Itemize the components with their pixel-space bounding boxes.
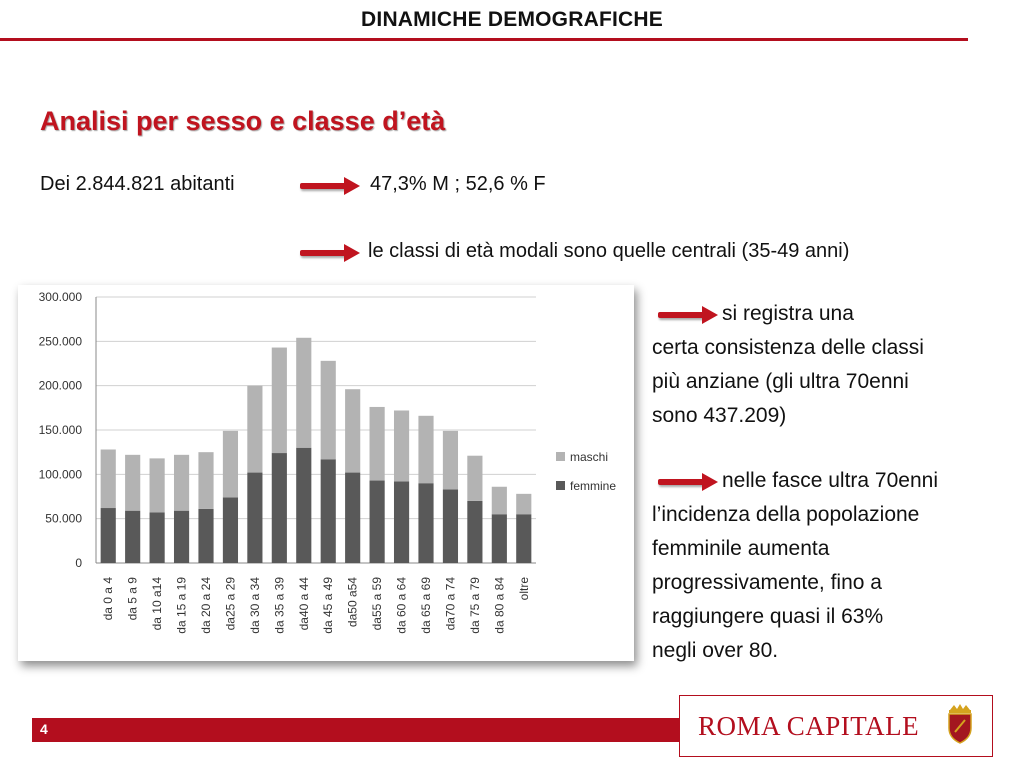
age-sex-chart: 300.000 250.000 200.000 150.000 100.000 50.00… bbox=[18, 285, 634, 661]
note-line: certa consistenza delle classi bbox=[652, 336, 924, 359]
bar-femmine bbox=[393, 481, 410, 563]
bar-femmine bbox=[198, 508, 214, 563]
x-tick-label: da 75 a 79 bbox=[468, 577, 482, 634]
x-tick-label: da40 a 44 bbox=[297, 577, 311, 631]
note-line: si registra una bbox=[722, 302, 854, 325]
chart-canvas: 300.000 250.000 200.000 150.000 100.000 50.00… bbox=[39, 290, 617, 634]
bar-femmine bbox=[516, 514, 532, 563]
bar-femmine bbox=[296, 447, 312, 563]
bar-maschi bbox=[173, 454, 190, 511]
bar-femmine bbox=[149, 512, 165, 563]
bar-femmine bbox=[320, 459, 336, 563]
gender-split: 47,3% M ; 52,6 % F bbox=[370, 173, 546, 195]
bar-maschi bbox=[149, 458, 165, 513]
x-tick-label: da 60 a 64 bbox=[395, 577, 409, 634]
bar-femmine bbox=[125, 510, 141, 563]
bar-maschi bbox=[467, 455, 483, 501]
header-title: DINAMICHE DEMOGRAFICHE bbox=[361, 8, 663, 31]
x-tick-label: da70 a 74 bbox=[443, 577, 457, 631]
bar-femmine bbox=[173, 510, 190, 563]
bar-maschi bbox=[222, 430, 239, 498]
bar-maschi bbox=[369, 406, 385, 481]
x-tick-label: da 20 a 24 bbox=[199, 577, 213, 634]
y-tick-label: 200.000 bbox=[39, 379, 83, 393]
header-divider bbox=[0, 38, 968, 41]
x-tick-label: da 0 a 4 bbox=[101, 577, 115, 621]
legend-label: maschi bbox=[570, 450, 608, 464]
y-tick-label: 0 bbox=[75, 556, 82, 570]
note-line: sono 437.209) bbox=[652, 404, 787, 427]
x-tick-label: da 35 a 39 bbox=[272, 577, 286, 634]
rome-crest-icon bbox=[948, 704, 972, 744]
bar-femmine bbox=[100, 508, 116, 563]
x-tick-label: da 15 a 19 bbox=[175, 577, 189, 634]
bar-maschi bbox=[320, 360, 336, 460]
bar-maschi bbox=[247, 385, 263, 473]
bar-maschi bbox=[393, 410, 410, 482]
bar-femmine bbox=[418, 483, 434, 563]
bar-maschi bbox=[491, 486, 507, 515]
y-tick-label: 100.000 bbox=[39, 467, 83, 481]
bar-maschi bbox=[271, 347, 287, 454]
roma-capitale-logo: ROMA CAPITALE bbox=[679, 695, 993, 757]
section-title: Analisi per sesso e classe d’età bbox=[40, 106, 446, 136]
female-share-note: nelle fasce ultra 70enni l’incidenza del… bbox=[652, 464, 938, 668]
bar-maschi bbox=[516, 493, 532, 515]
x-tick-label: oltre bbox=[517, 577, 531, 601]
red-arrow-icon bbox=[658, 306, 718, 326]
modal-age-note: le classi di età modali sono quelle cent… bbox=[368, 240, 850, 262]
logo-text: ROMA CAPITALE bbox=[698, 711, 920, 741]
note-line: femminile aumenta bbox=[652, 537, 830, 560]
bar-maschi bbox=[125, 454, 141, 511]
legend-swatch bbox=[556, 452, 565, 461]
x-tick-label: da 80 a 84 bbox=[492, 577, 506, 634]
x-tick-label: da 10 a14 bbox=[150, 577, 164, 631]
bar-maschi bbox=[442, 430, 459, 490]
bar-maschi bbox=[100, 449, 116, 509]
x-tick-label: da 5 a 9 bbox=[126, 577, 140, 621]
bar-femmine bbox=[222, 497, 239, 563]
bar-femmine bbox=[442, 489, 459, 563]
note-line: raggiungere quasi il 63% bbox=[652, 605, 884, 628]
note-line: progressivamente, fino a bbox=[652, 571, 882, 594]
bar-maschi bbox=[198, 452, 214, 509]
inhabitants-statement: Dei 2.844.821 abitanti bbox=[40, 173, 235, 195]
bar-maschi bbox=[418, 415, 434, 484]
red-arrow-icon bbox=[658, 473, 718, 493]
y-tick-label: 250.000 bbox=[39, 334, 83, 348]
red-arrow-icon bbox=[300, 177, 360, 197]
y-tick-label: 150.000 bbox=[39, 423, 83, 437]
legend-label: femmine bbox=[570, 479, 616, 493]
bar-maschi bbox=[296, 337, 312, 448]
y-tick-label: 300.000 bbox=[39, 290, 83, 304]
note-line: negli over 80. bbox=[652, 639, 779, 662]
legend-swatch bbox=[556, 481, 565, 490]
bar-femmine bbox=[271, 453, 287, 563]
note-line: l’incidenza della popolazione bbox=[652, 503, 920, 526]
page-number: 4 bbox=[40, 721, 48, 737]
x-tick-label: da 65 a 69 bbox=[419, 577, 433, 634]
x-tick-label: da 45 a 49 bbox=[321, 577, 335, 634]
note-line: nelle fasce ultra 70enni bbox=[722, 469, 938, 492]
note-line: più anziane (gli ultra 70enni bbox=[652, 370, 909, 393]
elderly-note: si registra una certa consistenza delle … bbox=[652, 297, 924, 433]
y-tick-label: 50.000 bbox=[45, 512, 82, 526]
x-tick-label: da50 a54 bbox=[346, 577, 360, 627]
x-tick-label: da25 a 29 bbox=[223, 577, 237, 631]
bar-femmine bbox=[491, 514, 507, 563]
bar-maschi bbox=[345, 389, 361, 473]
bar-femmine bbox=[345, 472, 361, 563]
bar-femmine bbox=[247, 472, 263, 563]
red-arrow-icon bbox=[300, 244, 360, 264]
bar-femmine bbox=[467, 500, 483, 563]
x-tick-label: da55 a 59 bbox=[370, 577, 384, 631]
x-tick-label: da 30 a 34 bbox=[248, 577, 262, 634]
bar-femmine bbox=[369, 480, 385, 563]
